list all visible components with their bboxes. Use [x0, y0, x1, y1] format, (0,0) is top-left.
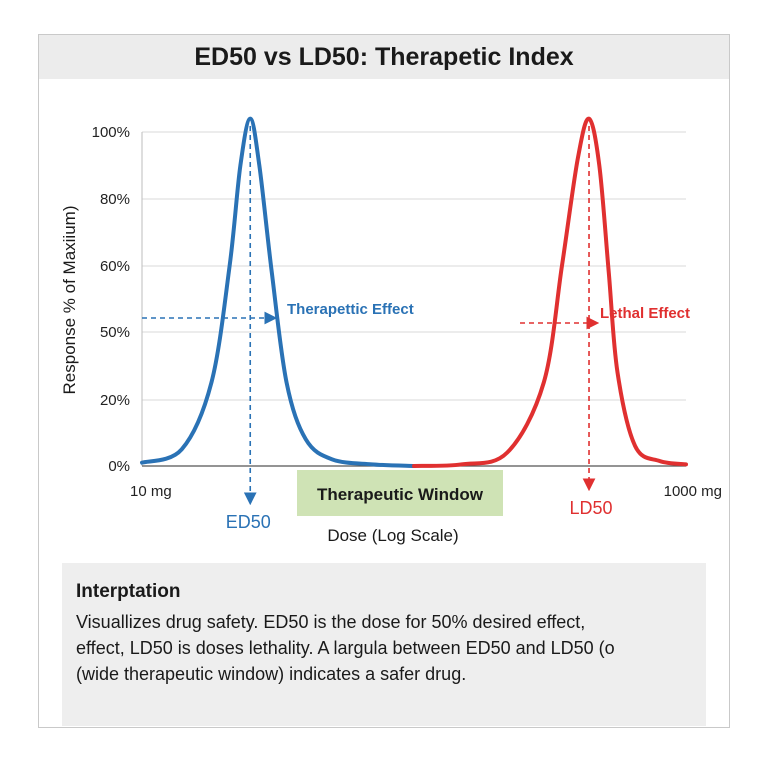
interpretation-text: Visuallizes drug safety. ED50 is the dos… — [76, 609, 692, 687]
therapeutic-effect-label: Therapettic Effect — [287, 301, 414, 318]
grid — [141, 131, 686, 466]
y-axis-label: Response % of Maxiium) — [60, 206, 79, 395]
interpretation-line: effect, LD50 is doses lethality. A largu… — [76, 638, 615, 658]
interpretation-panel: Interptation Visuallizes drug safety. ED… — [62, 563, 706, 726]
y-axis-ticks: 0% 20% 50% 60% 80% 100% — [92, 124, 130, 475]
x-axis-labels: 10 mg 1000 mg — [130, 483, 722, 500]
y-tick-label: 0% — [108, 458, 130, 475]
lethal-effect-label: Lethal Effect — [600, 305, 690, 322]
therapeutic-window-label: Therapeutic Window — [317, 485, 484, 504]
interpretation-line: (wide therapeutic window) indicates a sa… — [76, 664, 467, 684]
therapeutic-window-band — [297, 470, 503, 516]
y-tick-label: 50% — [100, 324, 130, 341]
interpretation-line: Visuallizes drug safety. ED50 is the dos… — [76, 612, 586, 632]
y-tick-label: 80% — [100, 191, 130, 208]
chart-title: ED50 vs LD50: Therapetic Index — [194, 42, 574, 71]
title-bar: ED50 vs LD50: Therapetic Index — [39, 35, 729, 79]
x-axis-label: Dose (Log Scale) — [327, 526, 458, 545]
y-tick-label: 100% — [92, 124, 130, 141]
lethal-curve — [412, 116, 688, 468]
y-tick-label: 20% — [100, 392, 130, 409]
interpretation-heading: Interptation — [76, 581, 181, 602]
ld50-label: LD50 — [570, 498, 613, 518]
curves — [140, 116, 688, 468]
x-tick-label: 10 mg — [130, 483, 172, 500]
therapeutic-curve — [140, 116, 416, 468]
therapeutic-window: Therapeutic Window — [297, 470, 503, 516]
annotations: ED50 Therapettic Effect LD50 Lethal Effect — [142, 126, 690, 532]
y-tick-label: 60% — [100, 258, 130, 275]
ed50-label: ED50 — [226, 512, 271, 532]
x-tick-label: 1000 mg — [664, 483, 722, 500]
